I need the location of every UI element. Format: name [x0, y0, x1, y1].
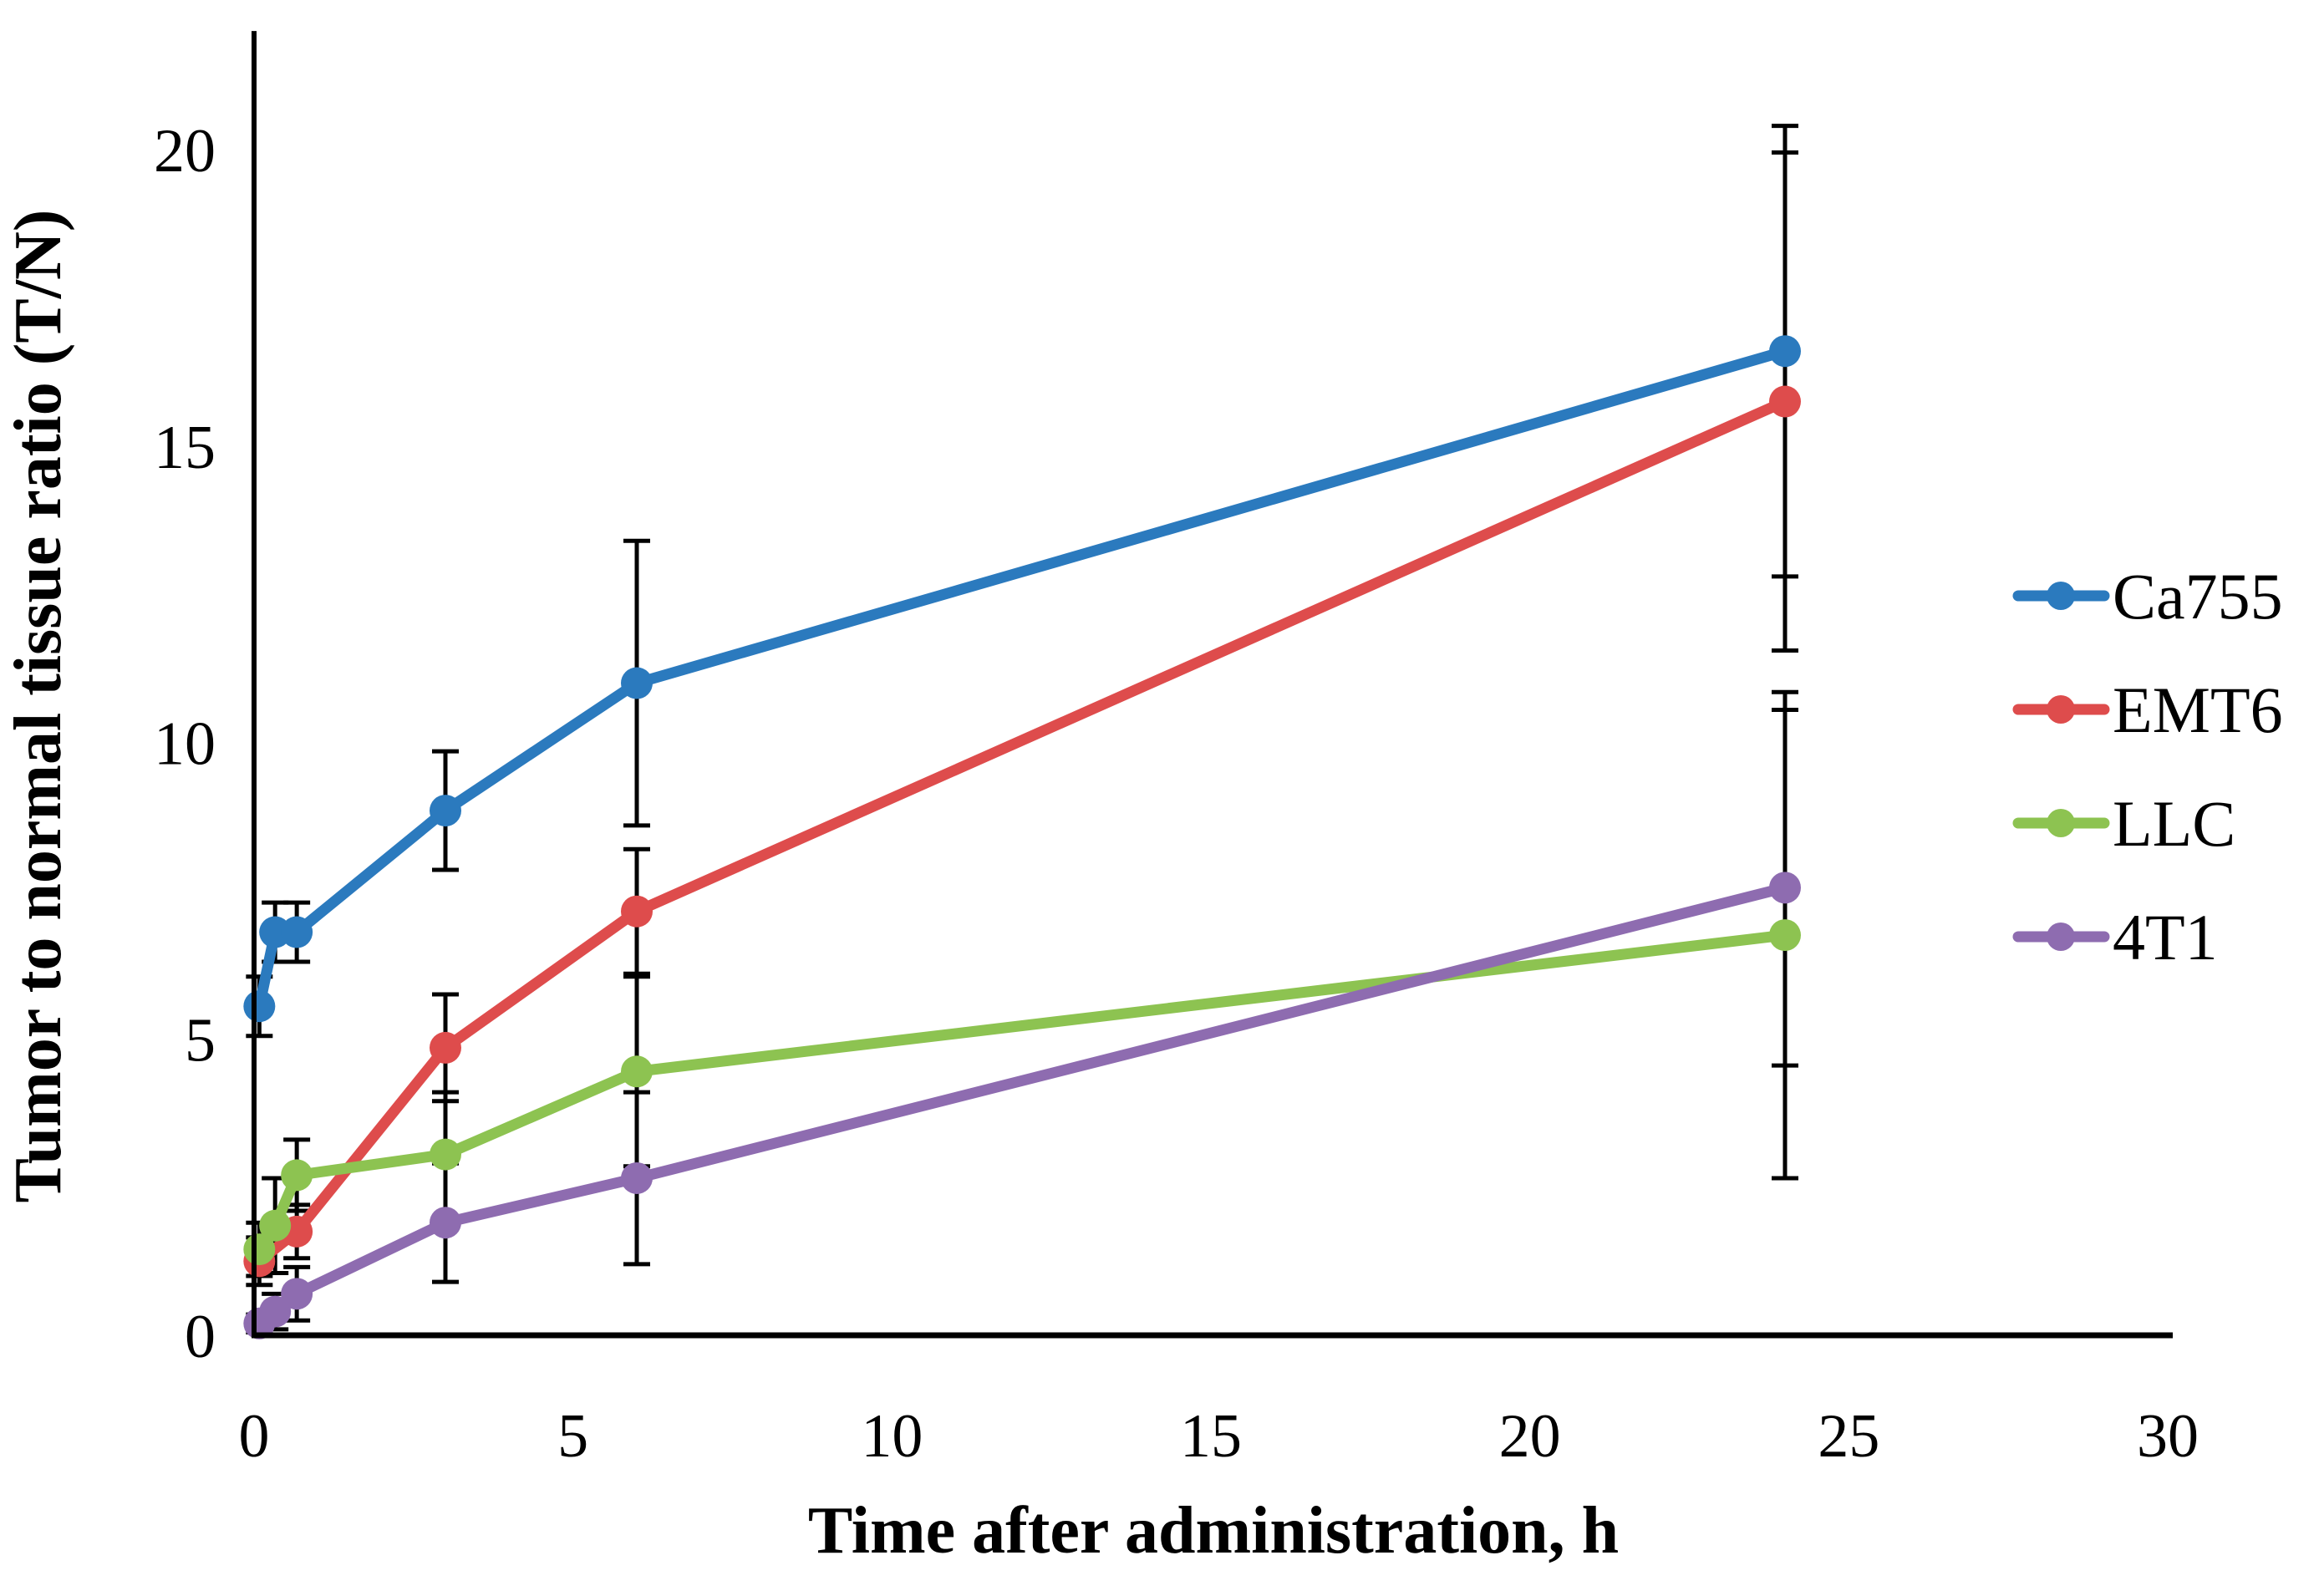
series-markers-layer	[243, 335, 1801, 1339]
data-point-EMT6	[1769, 385, 1801, 418]
series-line-4T1	[253, 882, 1791, 1329]
y-tick-label: 10	[154, 710, 216, 779]
legend-label-Ca755: Ca755	[2113, 560, 2283, 633]
x-tick-label: 20	[1499, 1402, 1561, 1471]
series-markers-LLC	[243, 919, 1801, 1266]
error-bars-layer	[246, 124, 1798, 1334]
error-bars-EMT6	[246, 150, 1798, 1288]
data-point-Ca755	[281, 916, 313, 948]
legend: Ca755 EMT6 LLC 4T1	[2012, 560, 2283, 973]
data-point-LLC	[430, 1138, 461, 1171]
x-tick-label: 15	[1180, 1402, 1242, 1471]
data-point-EMT6	[621, 895, 653, 928]
data-point-LLC	[243, 1233, 276, 1266]
data-point-EMT6	[430, 1031, 461, 1064]
legend-marker-4T1	[2047, 923, 2075, 951]
legend-item-Ca755: Ca755	[2012, 560, 2283, 633]
data-point-Ca755	[430, 795, 461, 827]
x-tick-labels: 0 5 10 15 20 25 30	[239, 1402, 2199, 1471]
legend-label-LLC: LLC	[2113, 787, 2235, 860]
series-line-Ca755	[253, 345, 1791, 1012]
data-point-4T1	[621, 1161, 653, 1194]
data-point-4T1	[1769, 872, 1801, 904]
legend-marker-LLC	[2047, 809, 2075, 837]
data-point-4T1	[259, 1295, 292, 1328]
data-point-LLC	[621, 1055, 653, 1088]
data-point-4T1	[281, 1278, 313, 1310]
data-point-Ca755	[621, 667, 653, 699]
data-point-LLC	[259, 1209, 292, 1242]
x-axis-title: Time after administration, h	[808, 1494, 1619, 1568]
data-point-Ca755	[243, 990, 276, 1023]
series-markers-4T1	[243, 872, 1801, 1339]
x-tick-label: 5	[557, 1402, 588, 1471]
legend-item-EMT6: EMT6	[2012, 673, 2283, 746]
data-point-LLC	[1769, 919, 1801, 952]
series-lines-layer	[253, 345, 1791, 1329]
x-tick-label: 10	[861, 1402, 923, 1471]
y-tick-label: 15	[154, 414, 216, 482]
error-bars-Ca755	[246, 124, 1798, 1039]
y-tick-label: 0	[185, 1303, 216, 1371]
legend-label-4T1: 4T1	[2113, 901, 2218, 973]
x-tick-label: 25	[1818, 1402, 1879, 1471]
data-point-Ca755	[1769, 335, 1801, 368]
data-point-LLC	[281, 1159, 313, 1192]
y-axis-title: Tumor to normal tissue ratio (T/N)	[2, 210, 75, 1203]
series-markers-Ca755	[243, 335, 1801, 1023]
x-tick-label: 0	[239, 1402, 270, 1471]
series-line-LLC	[253, 929, 1791, 1255]
y-tick-labels: 0 5 10 15 20	[154, 117, 216, 1371]
legend-item-4T1: 4T1	[2012, 901, 2218, 973]
data-point-4T1	[430, 1207, 461, 1239]
legend-label-EMT6: EMT6	[2113, 673, 2283, 746]
x-tick-label: 30	[2137, 1402, 2199, 1471]
legend-marker-EMT6	[2047, 695, 2075, 724]
legend-marker-Ca755	[2047, 582, 2075, 610]
y-tick-label: 5	[185, 1006, 216, 1075]
legend-item-LLC: LLC	[2012, 787, 2235, 860]
error-bars-LLC	[246, 689, 1798, 1278]
y-tick-label: 20	[154, 117, 216, 186]
